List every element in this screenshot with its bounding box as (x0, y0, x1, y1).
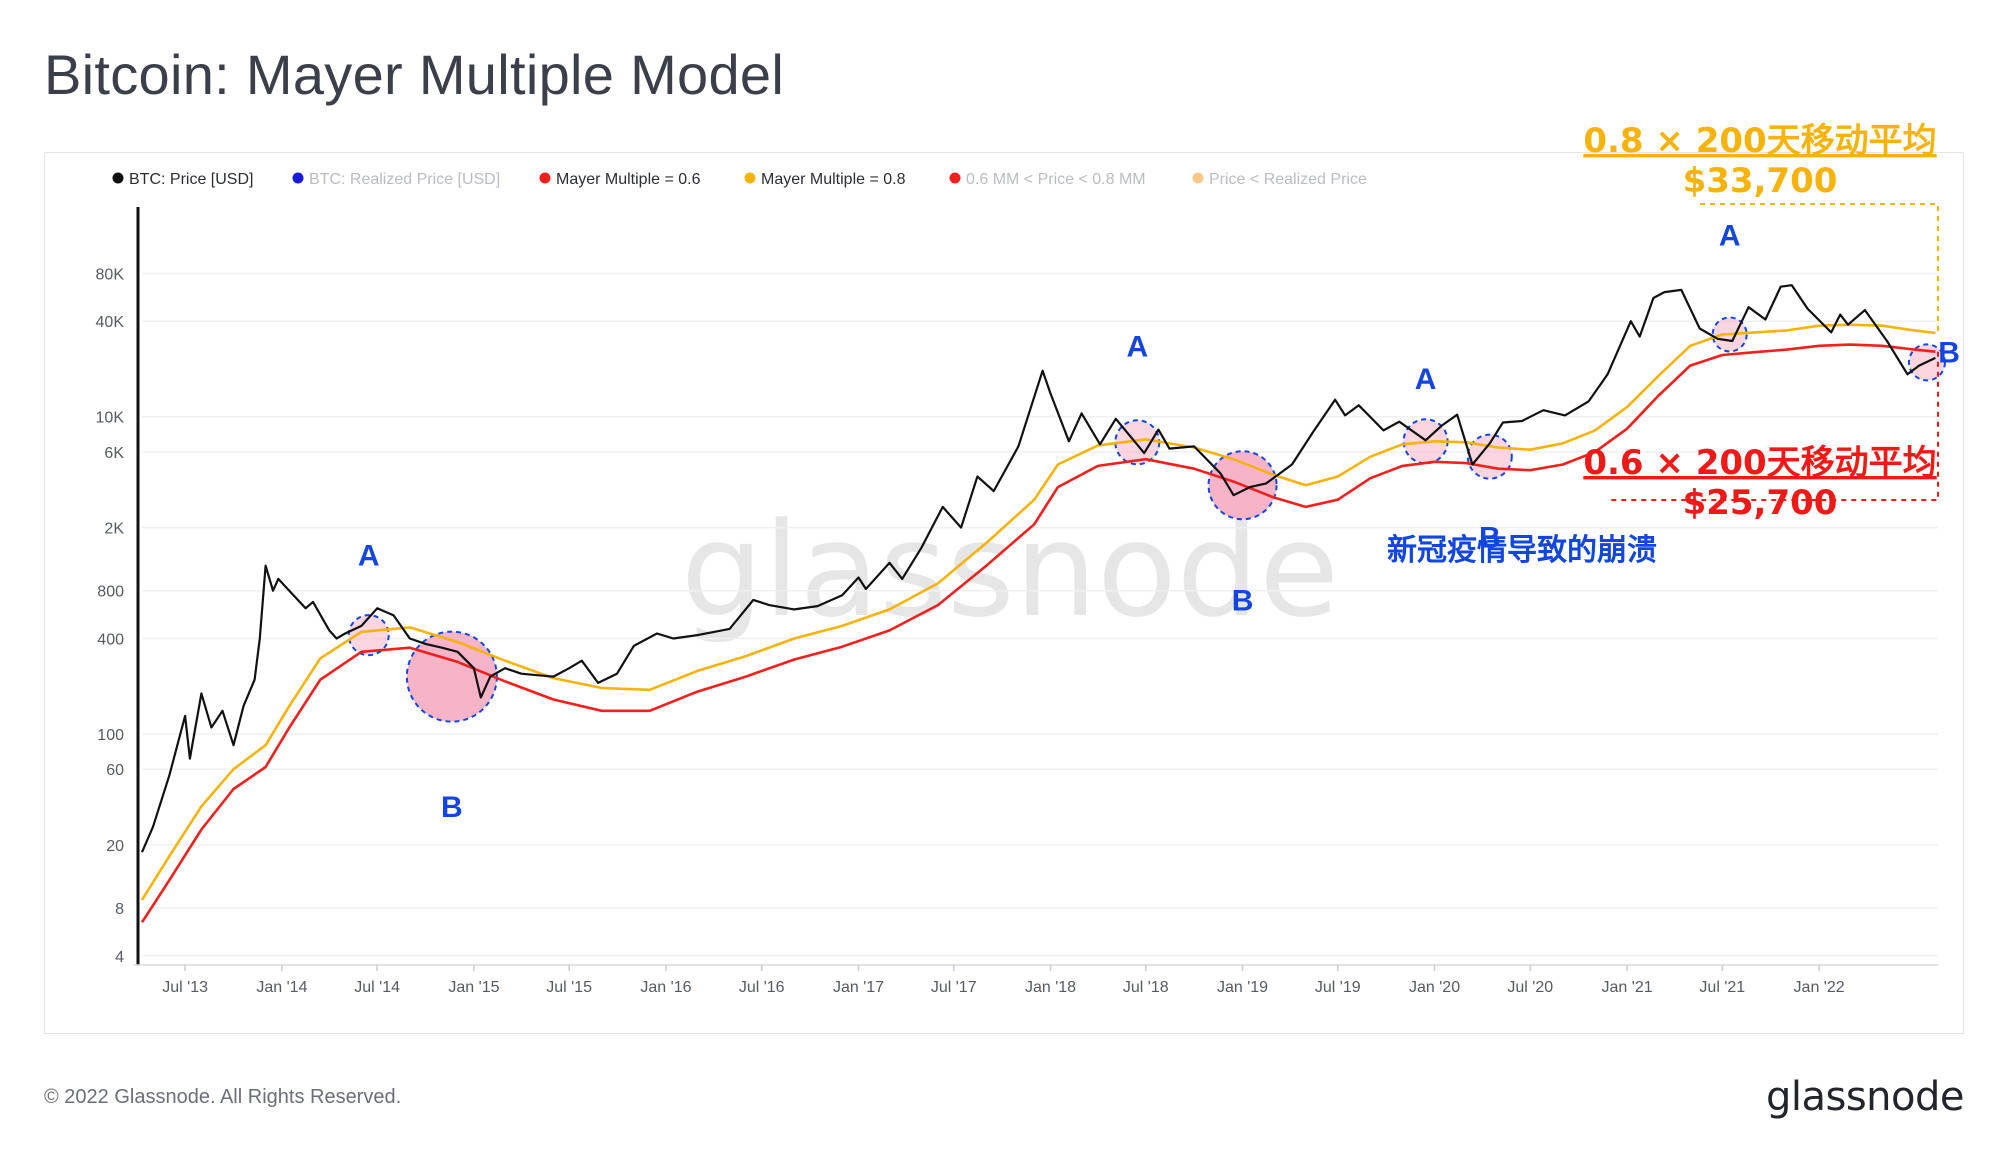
marker-label-a: A (1126, 330, 1148, 363)
legend-swatch (744, 172, 756, 184)
callout-06-value: $25,700 (1683, 483, 1838, 523)
y-tick-label: 800 (97, 584, 124, 601)
x-tick-label: Jul '21 (1699, 979, 1745, 996)
x-tick-label: Jan '20 (1409, 979, 1460, 996)
x-tick-label: Jan '18 (1025, 979, 1076, 996)
y-tick-label: 40K (96, 314, 125, 331)
marker-label-a: A (358, 540, 380, 573)
x-tick-label: Jan '17 (833, 979, 884, 996)
y-tick-label: 100 (97, 727, 124, 744)
legend-swatch (539, 172, 551, 184)
x-tick-label: Jan '21 (1602, 979, 1653, 996)
legend-swatch (1192, 172, 1204, 184)
legend-item-label: Mayer Multiple = 0.6 (556, 171, 701, 188)
marker-label-b: B (1232, 585, 1254, 618)
footer-copyright: © 2022 Glassnode. All Rights Reserved. (44, 1086, 402, 1108)
marker-label-b: B (441, 791, 463, 824)
legend-item-label: BTC: Price [USD] (129, 171, 253, 188)
y-tick-label: 20 (106, 838, 124, 855)
marker-label-a: A (1415, 363, 1437, 396)
covid-crash-note: 新冠疫情导致的崩溃 (1387, 533, 1657, 568)
x-tick-label: Jan '15 (448, 979, 499, 996)
y-tick-label: 8 (115, 901, 124, 918)
highlight-circle (347, 614, 390, 657)
series-lines (140, 284, 1936, 924)
y-tick-label: 60 (106, 762, 124, 779)
x-tick-label: Jul '17 (931, 979, 977, 996)
mayer-0-6-line (140, 343, 1936, 924)
y-axis: 4 8 20 60 100 400 800 2K 6K 10K 40K 80K (96, 207, 140, 966)
callout-06-title: 0.6 × 200天移动平均 (1583, 443, 1936, 483)
callout-08-value: $33,700 (1683, 161, 1838, 201)
legend-swatch (949, 172, 961, 184)
watermark-text: glassnode (681, 494, 1339, 646)
y-tick-label: 80K (96, 266, 125, 283)
x-tick-label: Jan '14 (256, 979, 307, 996)
x-axis: Jul '13 Jan '14 Jul '14 Jan '15 Jul '15 Jan '… (134, 964, 1938, 996)
x-tick-label: Jan '19 (1217, 979, 1268, 996)
x-tick-label: Jul '14 (354, 979, 400, 996)
legend-swatch (112, 172, 124, 184)
y-tick-label: 2K (104, 521, 124, 538)
x-tick-label: Jul '18 (1123, 979, 1169, 996)
x-tick-label: Jul '19 (1315, 979, 1361, 996)
ab-markers: A B A B A B A B (358, 220, 1960, 824)
chart-legend: BTC: Price [USD] BTC: Realized Price [USD… (112, 171, 1367, 188)
marker-label-b: B (1479, 521, 1501, 554)
marker-label-b: B (1938, 336, 1960, 369)
y-tick-label: 400 (97, 632, 124, 649)
y-tick-label: 4 (115, 949, 124, 966)
legend-item-label: Mayer Multiple = 0.8 (761, 171, 906, 188)
mayer-0-8-line (140, 323, 1936, 901)
x-tick-label: Jan '22 (1794, 979, 1845, 996)
legend-item-label: BTC: Realized Price [USD] (309, 171, 500, 188)
x-tick-label: Jul '20 (1507, 979, 1553, 996)
callouts: 0.8 × 200天移动平均 $33,700 0.6 × 200天移动平均 $2… (1387, 121, 1939, 568)
chart-frame (44, 152, 1964, 1034)
y-tick-label: 10K (96, 410, 125, 427)
glassnode-logo: glassnode (1765, 1074, 1965, 1120)
btc-price-line (140, 284, 1936, 853)
page-title: Bitcoin: Mayer Multiple Model (44, 43, 785, 106)
legend-swatch (292, 172, 304, 184)
callout-08-title: 0.8 × 200天移动平均 (1583, 121, 1936, 161)
x-tick-label: Jul '15 (546, 979, 592, 996)
legend-item-label: Price < Realized Price (1209, 171, 1367, 188)
legend-item-label: 0.6 MM < Price < 0.8 MM (966, 171, 1146, 188)
callout-08-dashed-line (1700, 203, 1939, 333)
x-tick-label: Jan '16 (640, 979, 691, 996)
highlight-circle (405, 630, 498, 723)
marker-label-a: A (1719, 220, 1741, 253)
y-tick-label: 6K (104, 445, 124, 462)
x-tick-label: Jul '13 (162, 979, 208, 996)
x-tick-label: Jul '16 (739, 979, 785, 996)
